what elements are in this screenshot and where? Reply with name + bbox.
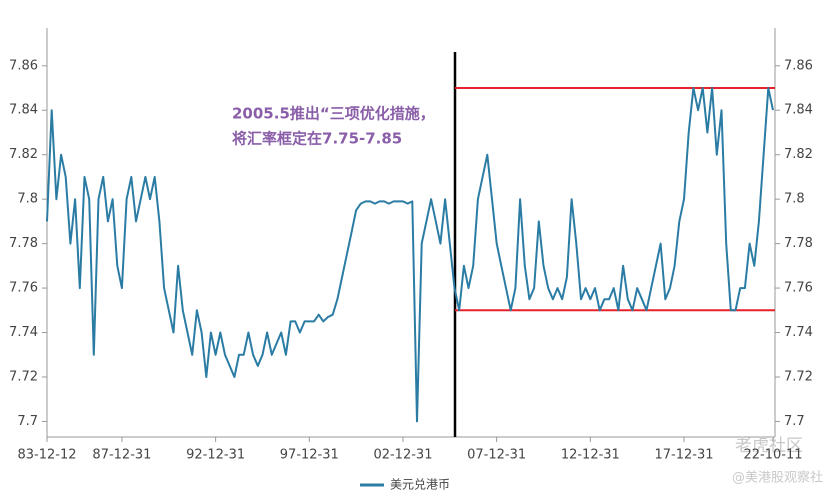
y2-tick-label: 7.84 [784, 103, 813, 118]
line [46, 87, 774, 423]
y2-tick-label: 7.7 [784, 414, 805, 429]
x-tick-label: 83-12-12 [17, 448, 76, 463]
y-tick-label: 7.76 [9, 281, 38, 296]
y2-tick-label: 7.86 [784, 58, 813, 73]
x-tick-label: 92-12-31 [186, 448, 245, 463]
x-tick-label: 17-12-31 [654, 448, 713, 463]
y2-tick-label: 7.72 [784, 369, 813, 384]
x-tick-label: 22-10-11 [743, 448, 802, 463]
x-tick-label: 87-12-31 [92, 448, 151, 463]
x-tick-label: 07-12-31 [467, 448, 526, 463]
annotation: 2005.5推出“三项优化措施， [232, 105, 435, 123]
y-tick-label: 7.7 [17, 414, 38, 429]
y2-tick-label: 7.74 [784, 325, 813, 340]
annotation: 将汇率框定在7.75-7.85 [232, 130, 402, 148]
y-tick-label: 7.82 [9, 147, 38, 162]
watermark: 老虎社区 [735, 436, 803, 456]
y2-tick-label: 7.76 [784, 281, 813, 296]
x-tick-label: 97-12-31 [280, 448, 339, 463]
y2-tick-label: 7.8 [784, 192, 805, 207]
x-tick-label: 02-12-31 [373, 448, 432, 463]
legend-label: 美元兑港币 [390, 478, 450, 492]
x-tick-label: 12-12-31 [561, 448, 620, 463]
y-tick-label: 7.84 [9, 103, 38, 118]
y-tick-label: 7.86 [9, 58, 38, 73]
y-tick-label: 7.72 [9, 369, 38, 384]
y2-tick-label: 7.82 [784, 147, 813, 162]
y-tick-label: 7.8 [17, 192, 38, 207]
y-tick-label: 7.74 [9, 325, 38, 340]
watermark: @美港股观察社 [732, 470, 823, 486]
y-tick-label: 7.78 [9, 236, 38, 251]
y2-tick-label: 7.78 [784, 236, 813, 251]
